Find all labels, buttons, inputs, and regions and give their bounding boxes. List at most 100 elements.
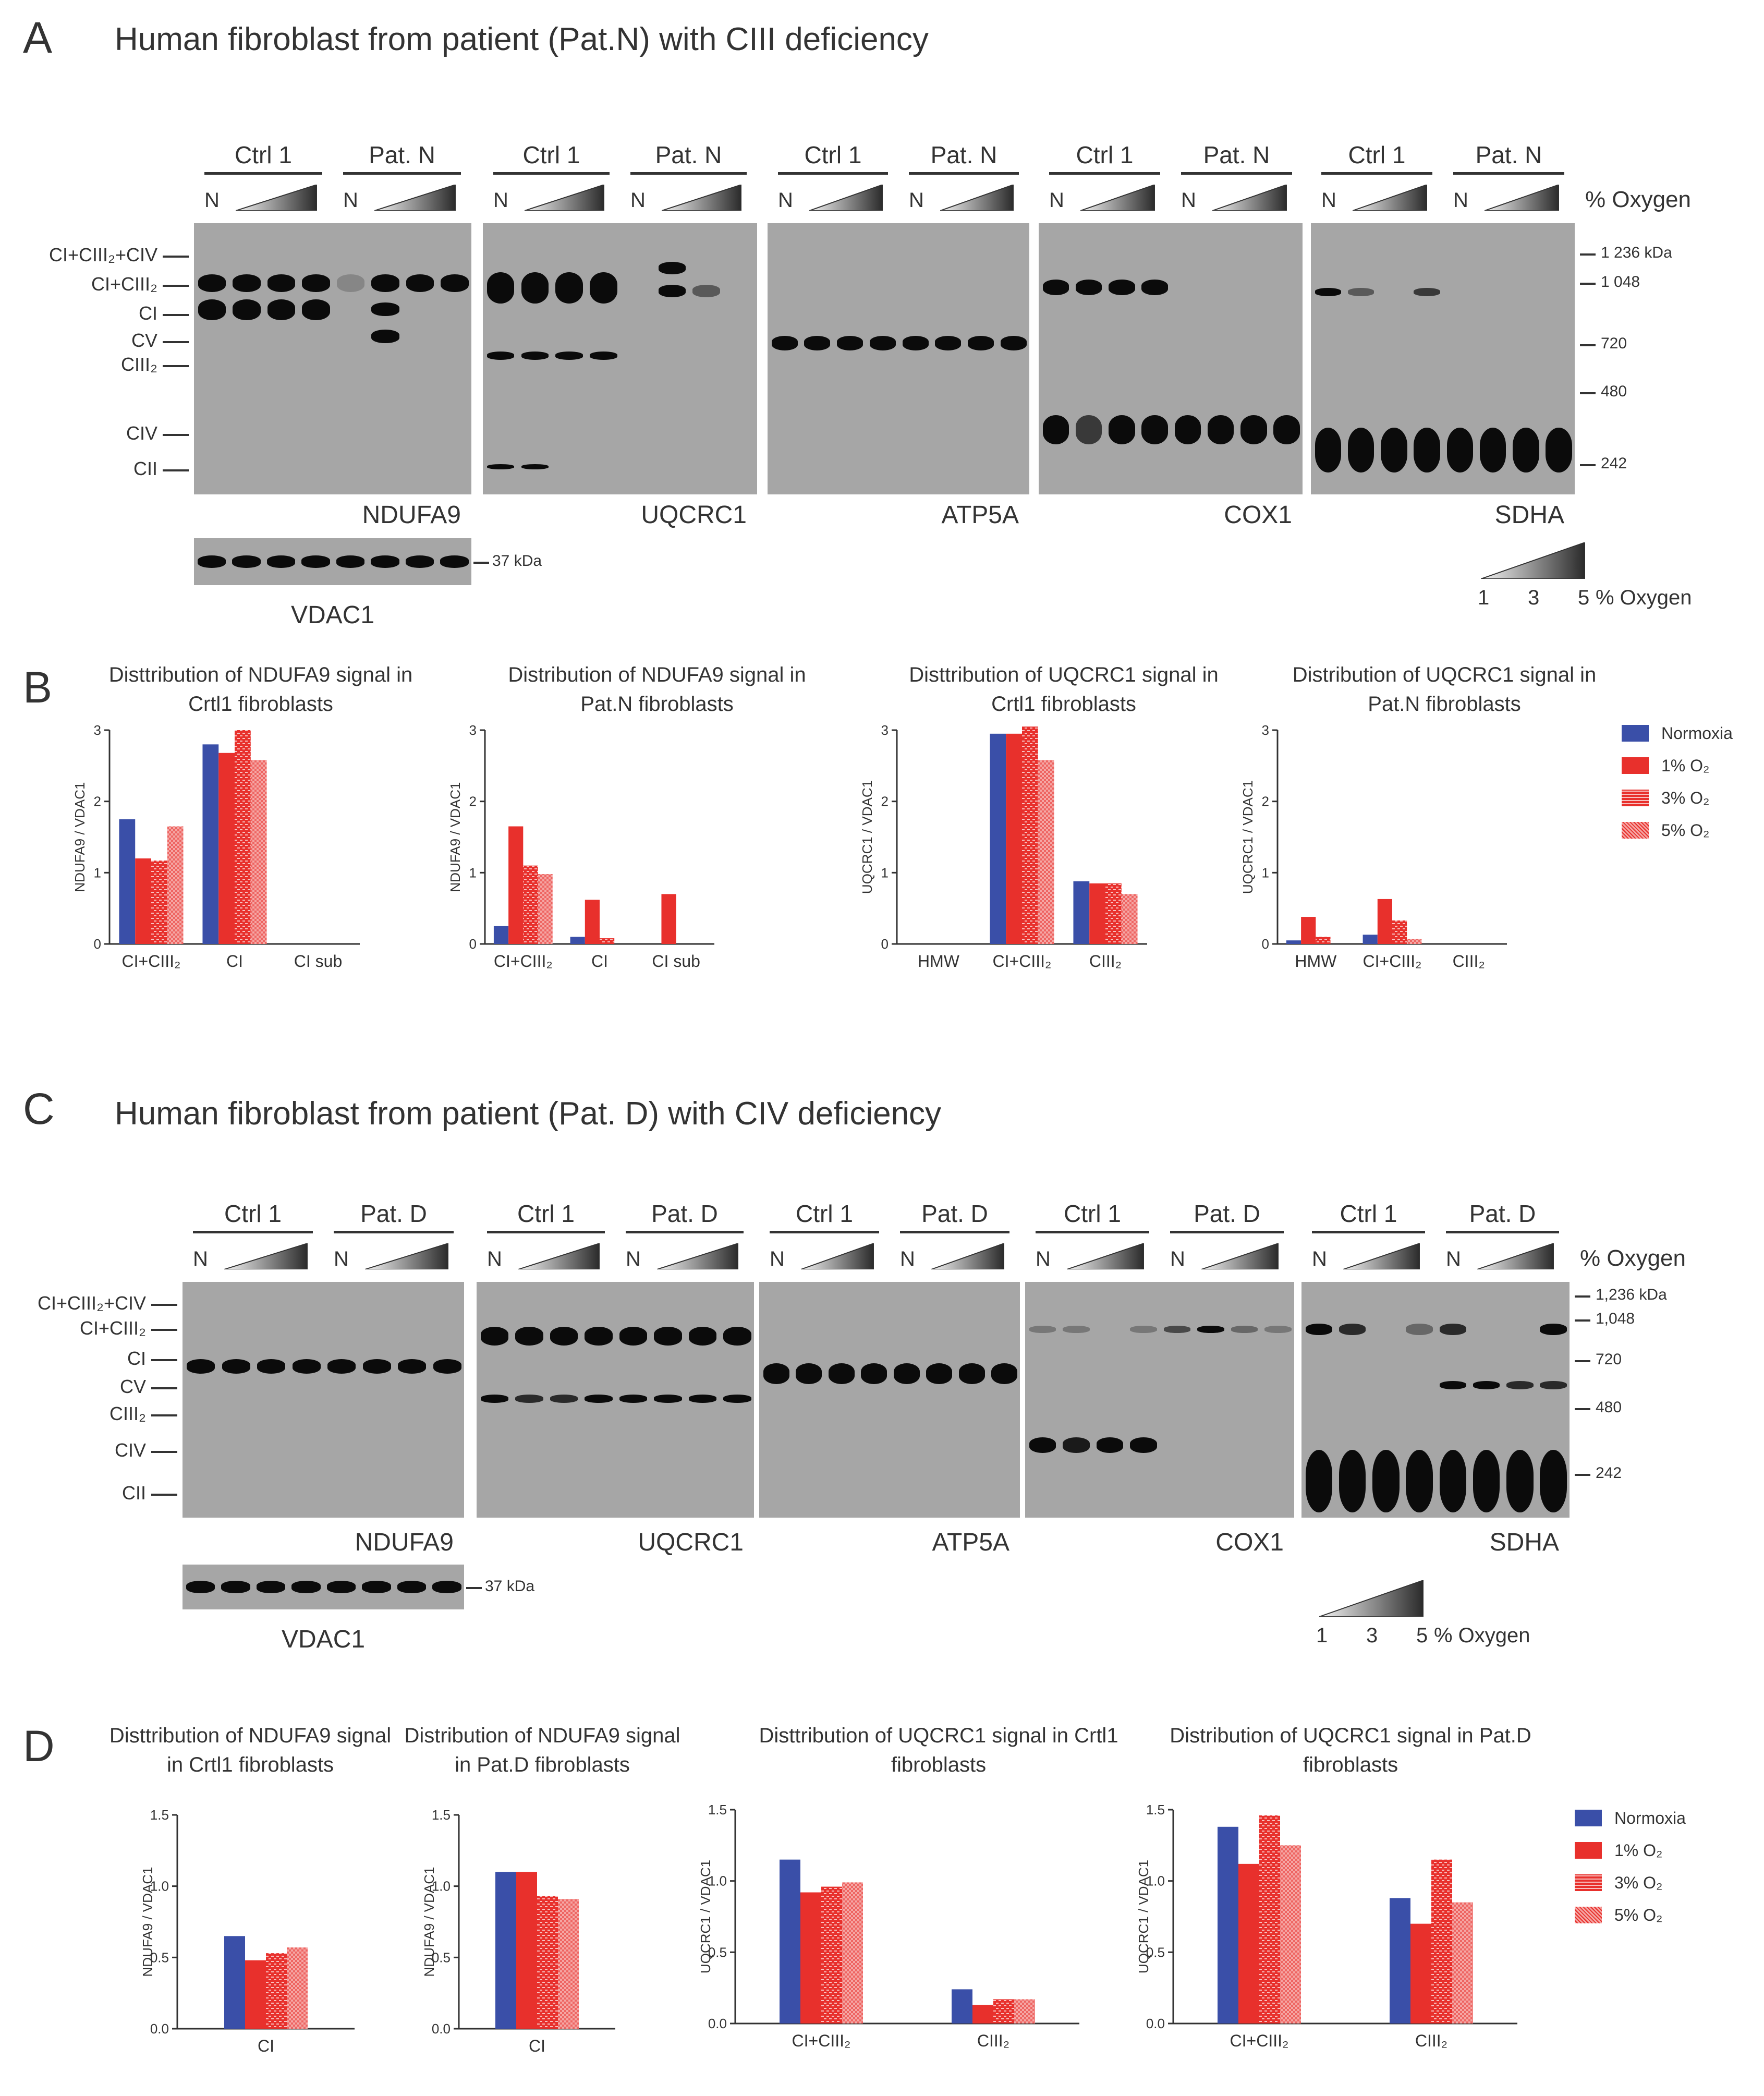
lane-header-underline [626, 1231, 744, 1233]
protein-band [991, 1363, 1017, 1384]
mw-marker-label: 1 236 kDa [1601, 244, 1672, 261]
normoxia-label: N [626, 1247, 641, 1270]
lane-header-patient: Pat. D [1469, 1200, 1536, 1227]
loading-band [256, 1581, 286, 1593]
normoxia-label: N [630, 189, 646, 212]
normoxia-label: N [778, 189, 793, 212]
loading-band [266, 555, 296, 568]
chart-title: Disttribution of UQCRC1 signal in Crtl1 … [886, 660, 1241, 719]
category-label: CI [529, 2037, 545, 2055]
protein-band [1347, 288, 1374, 296]
protein-band [521, 272, 549, 304]
bar [1259, 1815, 1280, 2024]
bar [119, 819, 136, 944]
protein-band [521, 352, 549, 360]
normoxia-label: N [1036, 1247, 1051, 1270]
bar [600, 938, 615, 944]
oxygen-gradient-patient [1485, 185, 1559, 211]
mw-marker-label: 1,236 kDa [1596, 1286, 1667, 1303]
chart-title: Disttribution of NDUFA9 signal in Crtl1 … [94, 660, 428, 719]
loading-band [336, 555, 365, 568]
protein-band [1446, 428, 1474, 472]
y-tick-label: 2 [1262, 794, 1269, 809]
bar [1218, 1826, 1238, 2024]
oxygen-gradient-triangle [931, 1243, 1004, 1269]
bar [1316, 937, 1331, 944]
legend-swatch [1575, 1907, 1602, 1923]
legend-label: 3% O₂ [1661, 789, 1710, 807]
mw-marker-label: 242 [1596, 1464, 1622, 1482]
bar [245, 1960, 266, 2029]
legend-swatch [1575, 1842, 1602, 1859]
y-tick-label: 2 [469, 794, 477, 809]
y-tick-label: 2 [881, 794, 889, 809]
y-axis-label: NDUFA9 / VDAC1 [447, 782, 463, 892]
panel-letter-c: C [23, 1084, 55, 1133]
y-tick-label: 0.5 [150, 1949, 169, 1965]
protein-band [692, 285, 720, 297]
antibody-label-atp5a: ATP5A [941, 501, 1019, 529]
protein-band [926, 1363, 952, 1384]
legend-label: Normoxia [1661, 724, 1733, 743]
oxygen-gradient-triangle [1067, 1243, 1144, 1269]
chart-title: Disttribution of UQCRC1 signal in Crtl1 … [756, 1721, 1121, 1779]
protein-band [486, 352, 515, 360]
bar [493, 926, 509, 944]
bar [202, 744, 219, 944]
complex-tick [163, 285, 189, 287]
oxygen-gradient-ctrl [1343, 1243, 1420, 1269]
bar-chart: 0 1 2 3 NDUFA9 / VDAC1 CI+CIII₂ CI CI sub [72, 722, 360, 971]
protein-band [521, 464, 549, 469]
lane-header-underline [1170, 1231, 1284, 1233]
lane-header-underline [770, 1231, 879, 1233]
bar-chart: 0.0 0.5 1.0 1.5 NDUFA9 / VDAC1 CI [140, 1807, 355, 2055]
legend-label: Normoxia [1614, 1809, 1686, 1827]
bar [1301, 917, 1316, 944]
complex-tick [163, 469, 189, 471]
bar-chart: 0 1 2 3 UQCRC1 / VDAC1 HMW CI+CIII₂ CIII₂ [859, 722, 1147, 971]
protein-band [1109, 280, 1135, 295]
protein-band [1063, 1437, 1090, 1453]
protein-band [486, 272, 515, 304]
protein-band [327, 1359, 356, 1374]
mw-tick [1580, 253, 1596, 256]
bar [780, 1859, 800, 2024]
complex-tick [163, 256, 189, 258]
lane-header-ctrl: Ctrl 1 [1340, 1200, 1397, 1227]
lane-header-underline [334, 1231, 454, 1233]
blot-membrane-ndufa9 [183, 1282, 464, 1518]
y-tick-label: 0.0 [432, 2021, 451, 2037]
protein-band [1339, 1450, 1366, 1512]
category-label: CI sub [652, 952, 700, 971]
bar [558, 1899, 579, 2029]
protein-band [486, 464, 515, 469]
loading-band [221, 1581, 250, 1593]
oxygen-gradient-triangle [657, 1243, 738, 1269]
bar [1280, 1845, 1301, 2024]
normoxia-label: N [1312, 1247, 1327, 1270]
gradient-label: % Oxygen [1434, 1624, 1530, 1647]
protein-band [1347, 428, 1374, 472]
oxygen-gradient-ctrl [525, 185, 604, 211]
mw-tick [1575, 1474, 1590, 1476]
bar [218, 753, 235, 944]
bar [661, 894, 676, 944]
protein-band [302, 274, 330, 292]
protein-band [441, 274, 469, 292]
bar [1073, 881, 1090, 944]
mw-marker-label: 480 [1601, 383, 1627, 400]
protein-band [302, 299, 330, 320]
normoxia-label: N [1181, 189, 1196, 212]
blot-membrane-ndufa9 [194, 223, 471, 494]
lane-header-patient: Pat. D [921, 1200, 988, 1227]
complex-label: CV [131, 330, 157, 351]
protein-band [723, 1395, 751, 1403]
panel-letter-a: A [23, 13, 53, 62]
lane-header-patient: Pat. D [360, 1200, 427, 1227]
complex-tick [151, 1414, 177, 1416]
oxygen-gradient-triangle [365, 1243, 448, 1269]
protein-band [480, 1327, 509, 1346]
gradient-tick-label: 5 [1416, 1624, 1428, 1647]
legend-label: 5% O₂ [1661, 821, 1710, 840]
protein-band [1479, 428, 1506, 472]
